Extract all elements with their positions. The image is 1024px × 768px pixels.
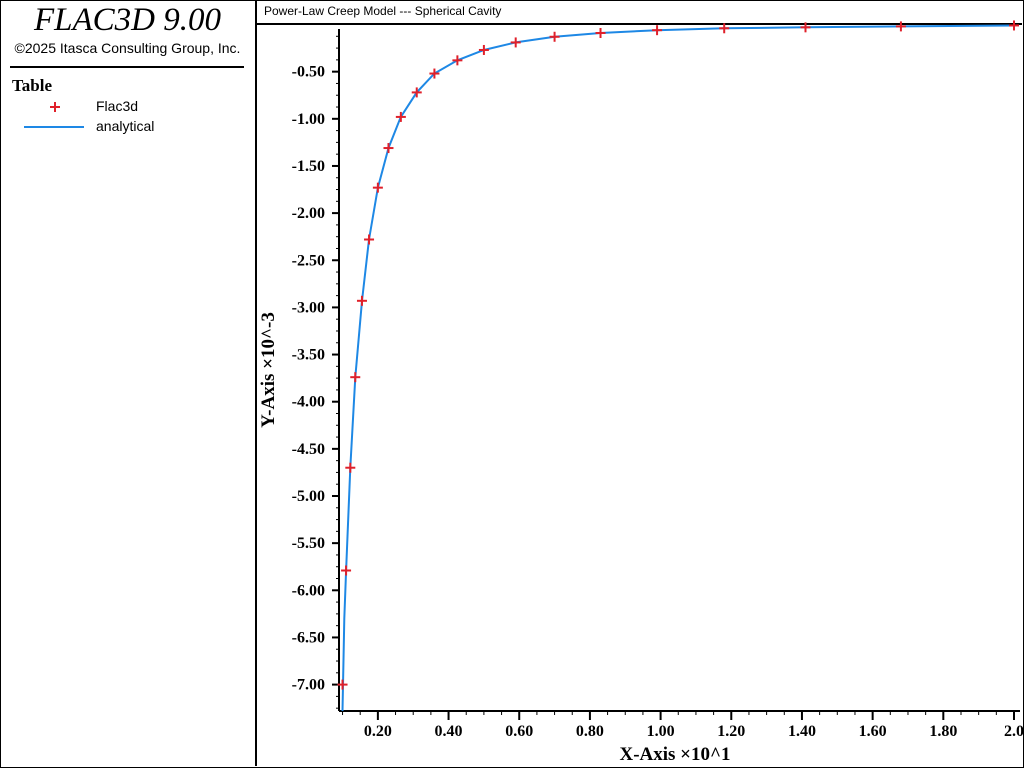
series-line-analytical: [341, 24, 1015, 712]
y-tick-label: -4.00: [292, 394, 325, 411]
legend-heading: Table: [12, 76, 53, 95]
y-tick-label: -3.50: [292, 347, 325, 364]
app-title: FLAC3D 9.00: [33, 2, 221, 38]
data-point-flac3d: [1009, 20, 1019, 31]
data-point-flac3d: [478, 44, 489, 55]
y-tick-label: -5.50: [292, 535, 325, 552]
legend-item-analytical: analytical: [96, 118, 155, 134]
series-layer: [337, 20, 1019, 712]
y-tick-label: -1.50: [292, 158, 325, 175]
legend-panel: FLAC3D 9.00 ©2025 Itasca Consulting Grou…: [0, 0, 257, 766]
data-point-flac3d: [395, 111, 406, 122]
x-tick-label: 1.60: [859, 723, 887, 740]
data-point-flac3d: [549, 31, 560, 42]
legend-item-flac3d: Flac3d: [96, 98, 139, 114]
data-point-flac3d: [345, 462, 356, 473]
y-tick-label: -3.00: [292, 299, 325, 316]
x-axis-label: X-Axis ×10^1: [619, 744, 730, 765]
y-tick-label: -2.50: [292, 252, 325, 269]
x-tick-label: 0.20: [364, 723, 392, 740]
y-tick-label: -7.00: [292, 677, 325, 694]
data-point-flac3d: [510, 37, 521, 48]
data-point-flac3d: [595, 28, 606, 38]
x-tick-label: 1.40: [788, 723, 816, 740]
y-tick-label: -0.50: [292, 64, 325, 81]
y-axis-label: Y-Axis ×10^-3: [258, 312, 279, 428]
data-point-flac3d: [364, 234, 375, 245]
x-tick-label: 0.40: [435, 723, 463, 740]
data-point-flac3d: [652, 25, 663, 36]
y-tick-label: -2.00: [292, 205, 325, 222]
data-point-flac3d: [337, 679, 348, 690]
x-tick-label: 2.0: [1004, 723, 1024, 740]
data-point-flac3d: [350, 372, 361, 383]
y-tick-label: -4.50: [292, 441, 325, 458]
legend-swatches: [24, 102, 84, 128]
x-tick-label: 0.80: [576, 723, 604, 740]
axes: 0.20 0.40 0.60 0.80 1.00 1.20 1.40 1.60 1.80 2.0 -…: [292, 29, 1024, 740]
chart-title: Power-Law Creep Model --- Spherical Cavi…: [264, 4, 502, 18]
x-tick-label: 1.00: [647, 723, 675, 740]
data-point-flac3d: [429, 68, 440, 79]
y-tick-label: -1.00: [292, 111, 325, 128]
y-tick-label: -6.50: [292, 629, 325, 646]
y-tick-label: -6.00: [292, 582, 325, 599]
copyright-text: ©2025 Itasca Consulting Group, Inc.: [14, 40, 241, 56]
data-point-flac3d: [800, 22, 811, 33]
data-point-flac3d: [719, 23, 730, 34]
x-tick-label: 1.20: [717, 723, 745, 740]
data-point-flac3d: [411, 87, 422, 98]
data-point-flac3d: [895, 21, 906, 32]
y-tick-label: -5.00: [292, 488, 325, 505]
chart-title-divider: [257, 23, 1022, 25]
x-tick-label: 0.60: [505, 723, 533, 740]
title-divider: [10, 66, 244, 68]
data-point-flac3d: [341, 565, 352, 576]
data-point-flac3d: [356, 295, 367, 306]
data-point-flac3d: [372, 182, 383, 193]
plus-marker-icon: [50, 102, 60, 112]
data-point-flac3d: [383, 143, 394, 154]
data-point-flac3d: [452, 55, 463, 66]
x-tick-label: 1.80: [929, 723, 957, 740]
